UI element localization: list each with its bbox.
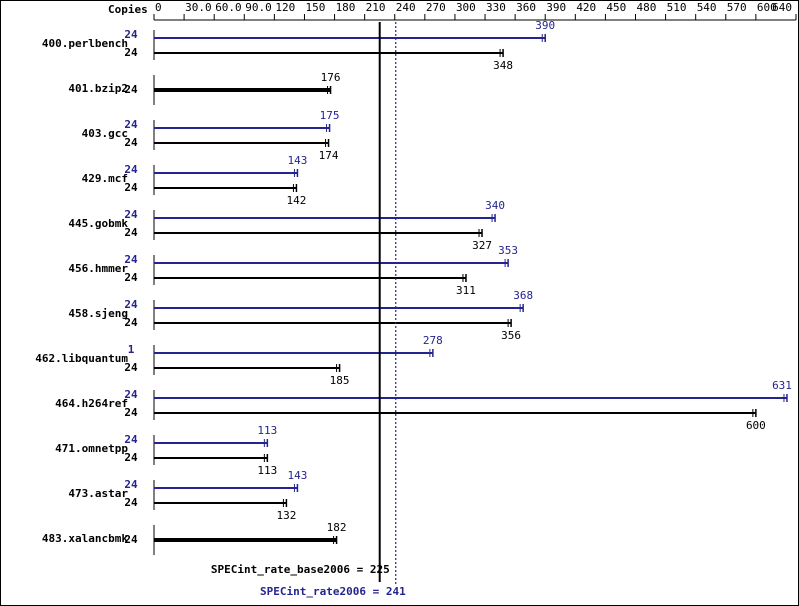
copies-label: 24 <box>124 118 138 131</box>
x-tick-label: 540 <box>697 1 717 14</box>
x-tick-label: 480 <box>637 1 657 14</box>
x-tick-label: 120 <box>275 1 295 14</box>
benchmark-label: 400.perlbench <box>42 37 128 50</box>
copies-label: 24 <box>124 271 138 284</box>
copies-label: 24 <box>124 208 138 221</box>
reference-label: SPECint_rate2006 = 241 <box>260 585 406 598</box>
copies-label: 24 <box>124 226 138 239</box>
copies-label: 24 <box>124 136 138 149</box>
copies-label: 24 <box>124 478 138 491</box>
value-label: 348 <box>493 59 513 72</box>
x-tick-label: 330 <box>486 1 506 14</box>
benchmark-label: 403.gcc <box>82 127 128 140</box>
value-label: 176 <box>321 71 341 84</box>
value-label: 311 <box>456 284 476 297</box>
value-label: 368 <box>513 289 533 302</box>
axis-title: Copies <box>108 3 148 16</box>
copies-label: 24 <box>124 533 138 546</box>
value-label: 132 <box>276 509 296 522</box>
benchmark-label: 401.bzip2 <box>68 82 128 95</box>
copies-label: 24 <box>124 361 138 374</box>
x-tick-label: 450 <box>606 1 626 14</box>
value-label: 182 <box>327 521 347 534</box>
value-label: 327 <box>472 239 492 252</box>
x-tick-label: 180 <box>336 1 356 14</box>
copies-label: 24 <box>124 46 138 59</box>
benchmark-label: 473.astar <box>68 487 128 500</box>
x-tick-label: 90.0 <box>245 1 272 14</box>
benchmark-label: 483.xalancbmk <box>42 532 128 545</box>
x-tick-label: 420 <box>576 1 596 14</box>
x-tick-label: 640 <box>772 1 792 14</box>
x-tick-label: 570 <box>727 1 747 14</box>
x-tick-label: 240 <box>396 1 416 14</box>
copies-label: 24 <box>124 388 138 401</box>
value-label: 340 <box>485 199 505 212</box>
benchmark-label: 429.mcf <box>82 172 128 185</box>
copies-label: 1 <box>128 343 135 356</box>
x-tick-label: 0 <box>155 1 162 14</box>
benchmark-label: 462.libquantum <box>35 352 128 365</box>
copies-label: 24 <box>124 28 138 41</box>
copies-label: 24 <box>124 433 138 446</box>
value-label: 113 <box>257 424 277 437</box>
x-tick-label: 390 <box>546 1 566 14</box>
value-label: 174 <box>319 149 339 162</box>
x-tick-label: 210 <box>366 1 386 14</box>
benchmark-label: 464.h264ref <box>55 397 128 410</box>
value-label: 353 <box>498 244 518 257</box>
benchmark-label: 456.hmmer <box>68 262 128 275</box>
value-label: 143 <box>288 469 308 482</box>
copies-label: 24 <box>124 83 138 96</box>
value-label: 143 <box>288 154 308 167</box>
benchmark-label: 445.gobmk <box>68 217 128 230</box>
copies-label: 24 <box>124 253 138 266</box>
x-tick-label: 30.0 <box>185 1 212 14</box>
value-label: 631 <box>772 379 792 392</box>
copies-label: 24 <box>124 496 138 509</box>
copies-label: 24 <box>124 163 138 176</box>
x-tick-label: 270 <box>426 1 446 14</box>
copies-label: 24 <box>124 298 138 311</box>
reference-label: SPECint_rate_base2006 = 225 <box>211 563 390 576</box>
value-label: 113 <box>257 464 277 477</box>
value-label: 185 <box>330 374 350 387</box>
value-label: 600 <box>746 419 766 432</box>
copies-label: 24 <box>124 316 138 329</box>
value-label: 142 <box>287 194 307 207</box>
value-label: 278 <box>423 334 443 347</box>
x-tick-label: 360 <box>516 1 536 14</box>
value-label: 390 <box>535 19 555 32</box>
benchmark-label: 471.omnetpp <box>55 442 128 455</box>
benchmark-label: 458.sjeng <box>68 307 128 320</box>
value-label: 356 <box>501 329 521 342</box>
x-tick-label: 600 <box>757 1 777 14</box>
x-tick-label: 300 <box>456 1 476 14</box>
value-label: 175 <box>320 109 340 122</box>
copies-label: 24 <box>124 406 138 419</box>
copies-label: 24 <box>124 181 138 194</box>
x-tick-label: 150 <box>305 1 325 14</box>
x-tick-label: 510 <box>667 1 687 14</box>
copies-label: 24 <box>124 451 138 464</box>
x-tick-label: 60.0 <box>215 1 242 14</box>
